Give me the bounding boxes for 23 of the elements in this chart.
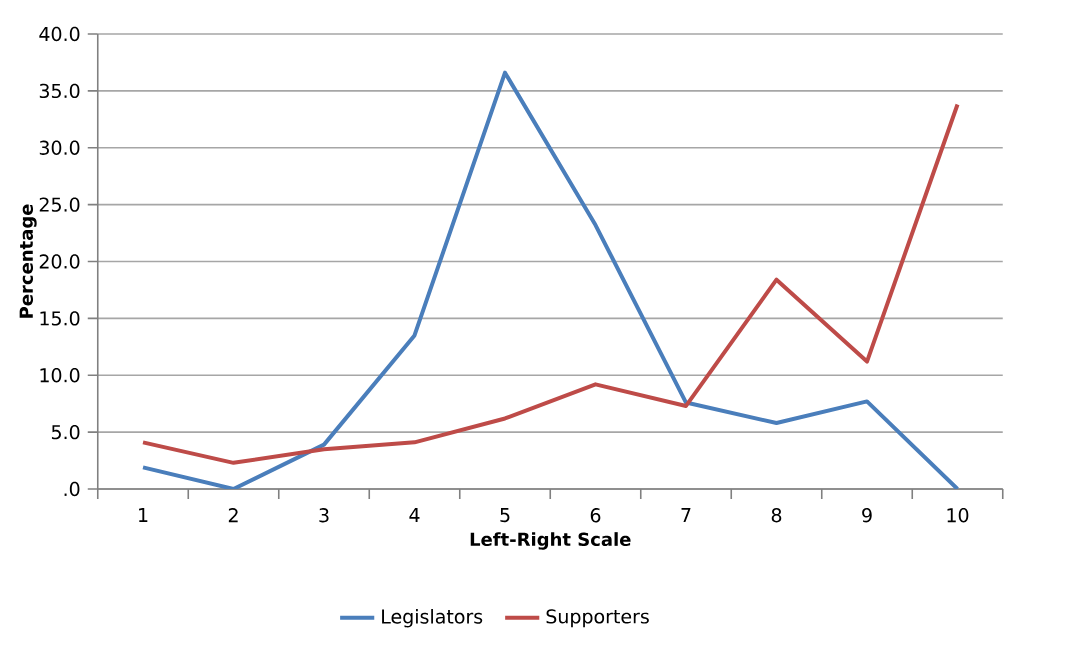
y-axis-title: Percentage bbox=[19, 204, 37, 318]
x-tick-label: 5 bbox=[500, 508, 510, 523]
y-tick-label: 35.0 bbox=[39, 83, 80, 99]
x-tick-label: 6 bbox=[590, 508, 601, 523]
y-tick-label: 20.0 bbox=[39, 254, 80, 269]
y-tick-label: 40.0 bbox=[39, 26, 80, 42]
x-tick-label: 10 bbox=[947, 508, 969, 523]
x-tick-label: 3 bbox=[319, 508, 329, 523]
x-tick-label: 9 bbox=[862, 508, 872, 523]
x-tick-label: 2 bbox=[228, 508, 238, 523]
y-tick-label: 10.0 bbox=[40, 368, 80, 383]
legend-label: Supporters bbox=[546, 609, 649, 628]
x-tick-label: 8 bbox=[771, 508, 782, 523]
x-tick-label: 7 bbox=[681, 508, 691, 522]
y-tick-label: 30.0 bbox=[39, 140, 80, 155]
y-tick-label: .0 bbox=[64, 481, 80, 497]
y-tick-label: 5.0 bbox=[51, 424, 80, 440]
legend-label: Legislators bbox=[382, 609, 483, 628]
y-tick-label: 25.0 bbox=[39, 197, 80, 212]
x-axis-title: Left-Right Scale bbox=[470, 532, 631, 550]
x-tick-label: 1 bbox=[139, 508, 148, 522]
y-tick-label: 15.0 bbox=[40, 311, 80, 326]
x-tick-label: 4 bbox=[409, 508, 420, 522]
